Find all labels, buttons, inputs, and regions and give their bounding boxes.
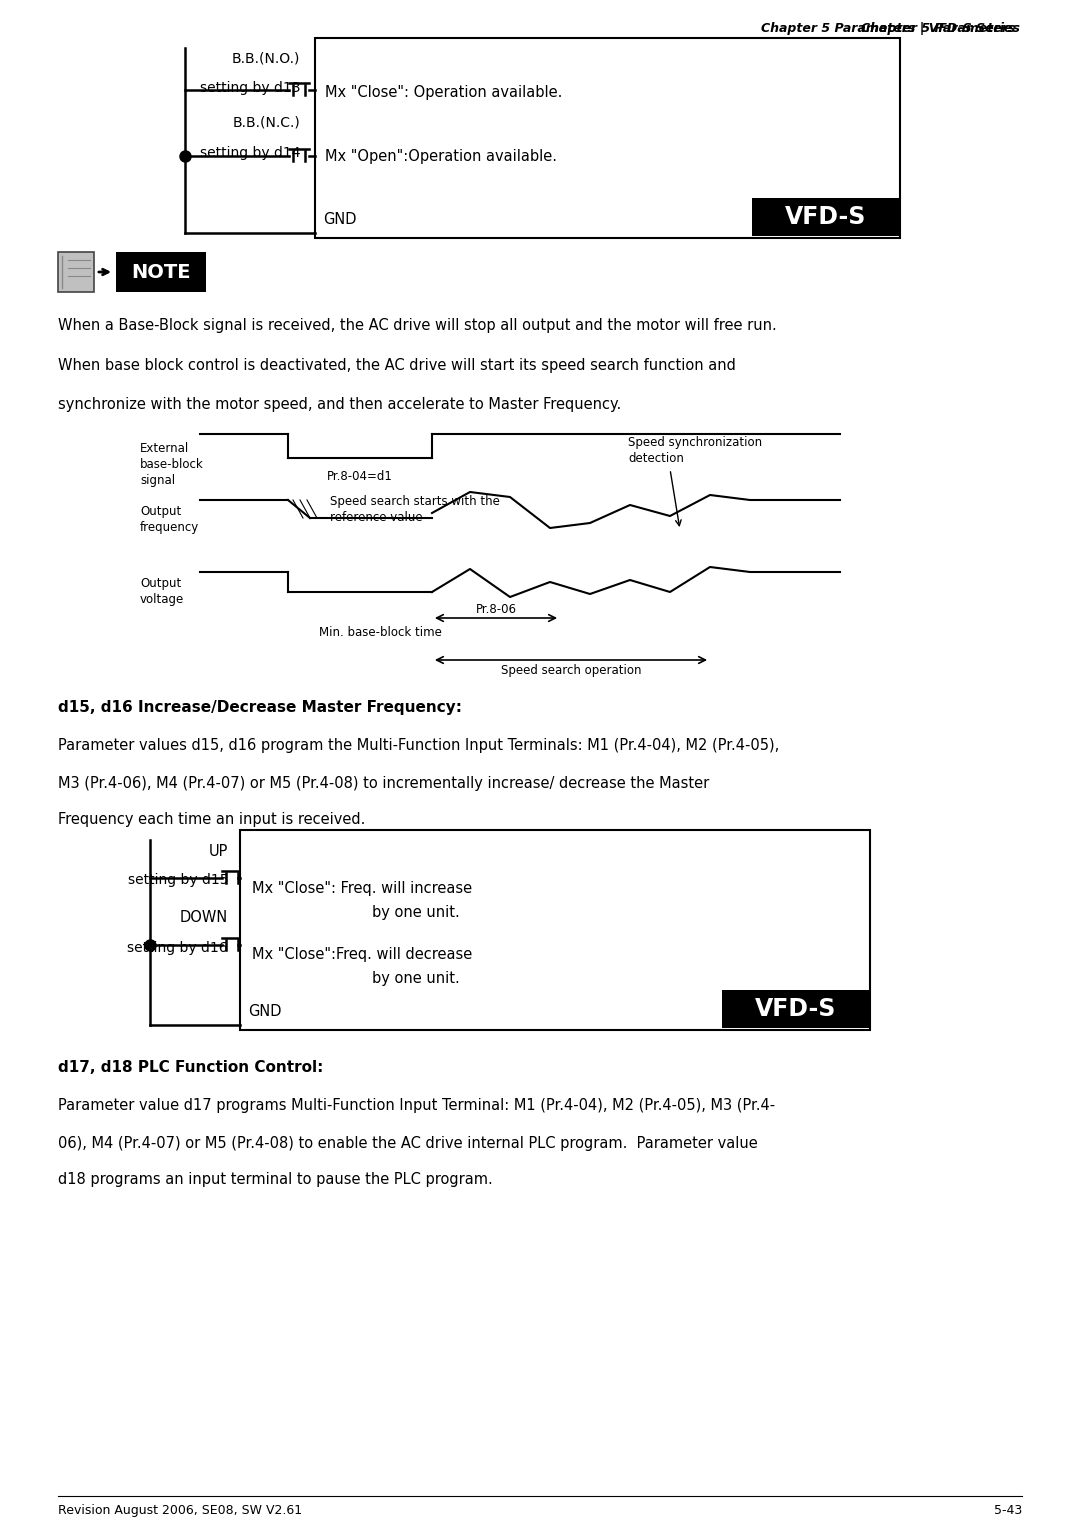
Text: Speed search starts with the
reference value: Speed search starts with the reference v…: [330, 495, 500, 525]
Text: External
base-block
signal: External base-block signal: [140, 442, 204, 486]
Text: NOTE: NOTE: [132, 262, 191, 282]
Text: Revision August 2006, SE08, SW V2.61: Revision August 2006, SE08, SW V2.61: [58, 1503, 302, 1517]
Bar: [315, 38, 900, 238]
Text: Parameter value d17 programs Multi-Function Input Terminal: M1 (Pr.4-04), M2 (Pr: Parameter value d17 programs Multi-Funct…: [58, 1098, 775, 1114]
Text: setting by d15: setting by d15: [127, 873, 228, 887]
Text: B.B.(N.O.): B.B.(N.O.): [231, 51, 300, 64]
Bar: [58, 252, 94, 291]
Text: Output
voltage: Output voltage: [140, 577, 185, 606]
Text: UP: UP: [208, 845, 228, 859]
Text: synchronize with the motor speed, and then accelerate to Master Frequency.: synchronize with the motor speed, and th…: [58, 397, 621, 413]
Text: VFD-S: VFD-S: [785, 206, 866, 229]
Text: Parameter values d15, d16 program the Multi-Function Input Terminals: M1 (Pr.4-0: Parameter values d15, d16 program the Mu…: [58, 738, 780, 753]
Text: M3 (Pr.4-06), M4 (Pr.4-07) or M5 (Pr.4-08) to incrementally increase/ decrease t: M3 (Pr.4-06), M4 (Pr.4-07) or M5 (Pr.4-0…: [58, 776, 710, 792]
Text: GND: GND: [323, 213, 356, 227]
Text: Output
frequency: Output frequency: [140, 505, 199, 534]
Text: Speed search operation: Speed search operation: [501, 664, 642, 676]
Text: When a Base-Block signal is received, the AC drive will stop all output and the : When a Base-Block signal is received, th…: [58, 318, 777, 333]
Text: Frequency each time an input is received.: Frequency each time an input is received…: [58, 811, 365, 827]
Text: When base block control is deactivated, the AC drive will start its speed search: When base block control is deactivated, …: [58, 357, 735, 373]
Text: Chapter 5 Parameters | VFD-S Series: Chapter 5 Parameters | VFD-S Series: [761, 21, 1020, 35]
Text: GND: GND: [248, 1005, 282, 1020]
Bar: [116, 252, 206, 291]
Text: B.B.(N.C.): B.B.(N.C.): [232, 117, 300, 130]
Text: d17, d18 PLC Function Control:: d17, d18 PLC Function Control:: [58, 1060, 323, 1075]
Text: setting by d13: setting by d13: [200, 81, 300, 95]
Text: Mx "Close":Freq. will decrease: Mx "Close":Freq. will decrease: [252, 948, 472, 962]
Text: d18 programs an input terminal to pause the PLC program.: d18 programs an input terminal to pause …: [58, 1172, 492, 1187]
Text: Mx "Open":Operation available.: Mx "Open":Operation available.: [325, 149, 557, 164]
Text: Min. base-block time: Min. base-block time: [319, 626, 442, 640]
Text: 5-43: 5-43: [994, 1503, 1022, 1517]
Text: DOWN: DOWN: [179, 911, 228, 925]
Bar: [240, 830, 870, 1029]
Text: Chapter 5 Parameters: Chapter 5 Parameters: [861, 21, 1020, 35]
Text: by one unit.: by one unit.: [372, 905, 460, 919]
Text: d15, d16 Increase/Decrease Master Frequency:: d15, d16 Increase/Decrease Master Freque…: [58, 700, 462, 715]
Text: Mx "Close": Freq. will increase: Mx "Close": Freq. will increase: [252, 881, 472, 896]
Text: Pr.8-06: Pr.8-06: [475, 603, 516, 617]
Text: Speed synchronization
detection: Speed synchronization detection: [627, 436, 762, 465]
Text: Mx "Close": Operation available.: Mx "Close": Operation available.: [325, 86, 563, 101]
Text: 06), M4 (Pr.4-07) or M5 (Pr.4-08) to enable the AC drive internal PLC program.  : 06), M4 (Pr.4-07) or M5 (Pr.4-08) to ena…: [58, 1137, 758, 1150]
Text: Pr.8-04=d1: Pr.8-04=d1: [327, 469, 393, 483]
Bar: [723, 989, 870, 1028]
Text: VFD-S: VFD-S: [755, 997, 837, 1022]
Text: by one unit.: by one unit.: [372, 971, 460, 985]
Text: setting by d14: setting by d14: [200, 146, 300, 160]
Text: setting by d16: setting by d16: [127, 940, 228, 956]
Bar: [752, 198, 900, 236]
